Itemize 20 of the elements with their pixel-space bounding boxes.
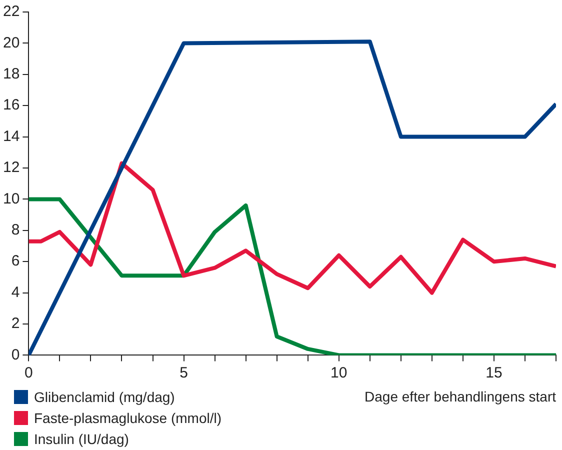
x-tick-label: 0 xyxy=(24,364,33,382)
y-tick-label: 18 xyxy=(2,66,20,83)
x-tick-label: 15 xyxy=(486,364,502,382)
y-tick-label: 0 xyxy=(11,346,20,364)
y-tick-label: 6 xyxy=(11,252,20,270)
legend-label: Glibenclamid (mg/dag) xyxy=(34,388,175,404)
legend-label: Insulin (IU/dag) xyxy=(34,430,129,446)
y-tick-label: 22 xyxy=(2,3,20,20)
x-tick-label: 10 xyxy=(330,364,348,382)
y-tick-label: 12 xyxy=(2,159,20,176)
y-tick-label: 14 xyxy=(2,128,20,145)
x-tick-label: 5 xyxy=(180,364,188,382)
y-tick-label: 16 xyxy=(2,96,20,114)
y-tick-label: 4 xyxy=(11,284,20,301)
y-tick-label: 8 xyxy=(11,222,20,239)
x-axis-title: Dage efter behandlingens start xyxy=(364,388,556,404)
legend-label: Faste-plasmaglukose (mmol/l) xyxy=(34,410,222,426)
y-tick-label: 10 xyxy=(2,190,20,208)
y-tick-label: 20 xyxy=(2,34,20,52)
y-tick-label: 2 xyxy=(11,315,20,332)
